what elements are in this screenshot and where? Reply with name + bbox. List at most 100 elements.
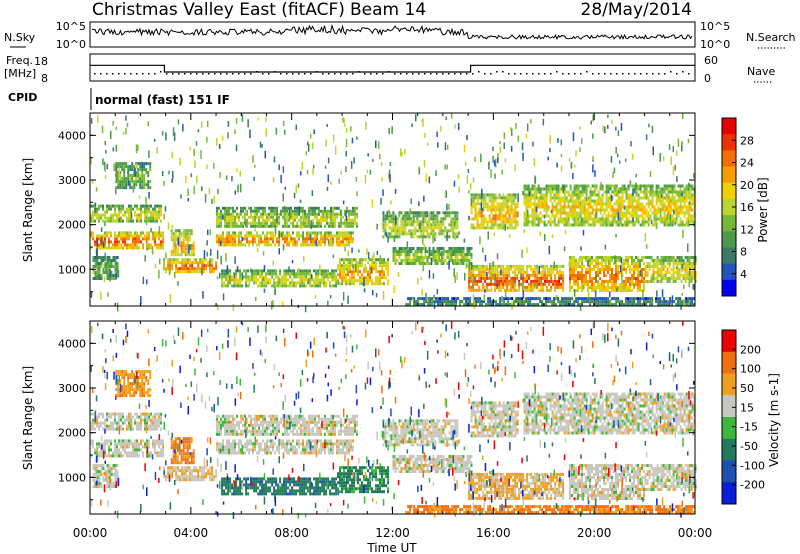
power-cell (179, 270, 182, 274)
power-cell (395, 215, 397, 225)
power-cell (484, 205, 487, 209)
power-cell (496, 208, 499, 212)
power-cell (460, 259, 463, 262)
power-cell (320, 231, 322, 235)
power-cell (400, 259, 403, 262)
power-cell (652, 280, 655, 283)
power-cell (577, 217, 580, 221)
power-cell (482, 264, 485, 268)
power-cell (468, 282, 471, 286)
power-cell (637, 259, 639, 262)
power-cell (494, 211, 497, 215)
power-cell (442, 247, 445, 250)
power-cell (241, 114, 244, 122)
power-cell (424, 250, 427, 253)
power-cell (290, 209, 292, 213)
power-cell (361, 273, 363, 277)
power-cell (137, 171, 140, 175)
power-cell (373, 251, 375, 261)
power-cell (663, 205, 666, 209)
power-cell (667, 199, 670, 203)
power-cell (192, 247, 195, 251)
power-cell (492, 193, 495, 197)
power-cell (225, 269, 228, 273)
power-cell (496, 196, 499, 200)
power-cell (543, 297, 546, 301)
power-cell (657, 217, 660, 221)
power-cell (392, 259, 395, 262)
power-cell (603, 256, 605, 259)
power-cell (286, 215, 288, 219)
power-cell (420, 235, 423, 239)
power-cell (347, 267, 349, 271)
power-cell (478, 279, 481, 283)
power-cell (180, 241, 183, 245)
power-cell (581, 193, 584, 197)
power-cell (539, 220, 542, 224)
power-cell (581, 256, 583, 259)
power-cell (408, 247, 411, 250)
power-cell (678, 274, 681, 277)
power-cell (643, 297, 646, 301)
power-cell (496, 279, 499, 283)
power-cell (232, 215, 234, 219)
power-cell (126, 234, 128, 238)
power-cell (233, 284, 236, 288)
power-cell (417, 297, 420, 301)
power-cell (502, 282, 505, 286)
power-cell (619, 283, 621, 286)
power-cell (611, 268, 613, 271)
nave-dot (238, 73, 240, 75)
power-cell (551, 196, 554, 200)
power-cell (560, 282, 563, 286)
power-cell (353, 270, 355, 274)
power-cell (226, 218, 228, 222)
power-cell (603, 259, 605, 262)
power-cell (426, 226, 429, 230)
power-cell (282, 231, 284, 235)
power-cell (382, 229, 385, 233)
power-cell (627, 223, 630, 227)
power-cell (526, 273, 529, 277)
power-cell (129, 177, 132, 181)
power-cell (131, 177, 134, 181)
power-cell (667, 214, 670, 218)
power-cell (478, 270, 481, 274)
power-cell (297, 281, 300, 285)
power-cell (184, 250, 187, 254)
power-cell (394, 256, 397, 259)
power-cell (645, 297, 648, 301)
power-cell (585, 187, 588, 191)
power-cell (254, 212, 256, 216)
power-cell (585, 193, 588, 197)
power-cell (531, 202, 534, 206)
power-cell (480, 226, 483, 230)
power-cell (356, 136, 358, 140)
power-cell (100, 246, 102, 250)
power-cell (506, 196, 509, 200)
power-cell (659, 196, 662, 200)
power-cell (504, 211, 507, 215)
power-cell (542, 264, 545, 268)
power-cell (641, 208, 644, 212)
power-cell (310, 243, 312, 247)
power-cell (643, 223, 646, 227)
power-cell (577, 220, 580, 224)
power-cell (422, 259, 425, 262)
power-cell (474, 288, 477, 292)
power-cell (148, 210, 150, 214)
power-cell (476, 226, 479, 230)
power-cell (281, 278, 284, 282)
power-cell (545, 208, 548, 212)
power-cell (398, 250, 401, 253)
power-cell (215, 267, 218, 271)
power-cell (356, 221, 358, 225)
power-cell (245, 284, 248, 288)
power-cell (658, 274, 661, 277)
power-cell (232, 240, 234, 244)
power-cell (422, 211, 425, 215)
power-cell (476, 220, 479, 224)
power-cell (301, 275, 304, 279)
power-cell (394, 262, 397, 265)
power-cell (116, 256, 119, 259)
